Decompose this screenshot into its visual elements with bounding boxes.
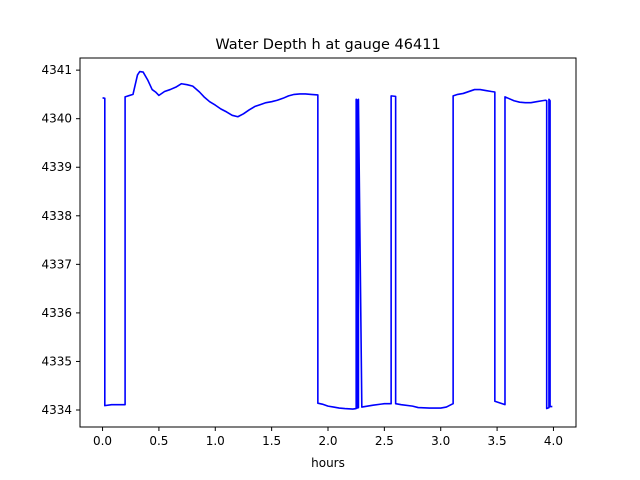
axes: 0.0 0.5 1.0 1.5 2.0 2.5 3.0 3.5 4.0 4334 4335 4336 4… bbox=[41, 57, 577, 448]
plot-area bbox=[102, 70, 553, 410]
x-tick-label: 0.0 bbox=[93, 434, 112, 448]
x-tick-label: 0.5 bbox=[149, 434, 168, 448]
x-tick-label: 3.0 bbox=[431, 434, 450, 448]
x-tick-label: 4.0 bbox=[544, 434, 563, 448]
y-tick-label: 4334 bbox=[41, 403, 72, 417]
y-tick-label: 4338 bbox=[41, 209, 72, 223]
chart-title: Water Depth h at gauge 46411 bbox=[215, 37, 440, 53]
y-tick-label: 4336 bbox=[41, 306, 72, 320]
x-tick-label: 2.0 bbox=[318, 434, 337, 448]
x-tick-label: 1.5 bbox=[262, 434, 281, 448]
x-tick-label: 3.5 bbox=[488, 434, 507, 448]
y-tick-label: 4335 bbox=[41, 354, 72, 368]
y-tick-label: 4340 bbox=[41, 112, 72, 126]
series-line-0 bbox=[102, 70, 553, 410]
y-tick-label: 4337 bbox=[41, 257, 72, 271]
x-tick-label: 2.5 bbox=[375, 434, 394, 448]
y-tick-label: 4341 bbox=[41, 63, 72, 77]
x-tick-label: 1.0 bbox=[206, 434, 225, 448]
y-tick-label: 4339 bbox=[41, 160, 72, 174]
x-axis-label: hours bbox=[311, 456, 345, 470]
